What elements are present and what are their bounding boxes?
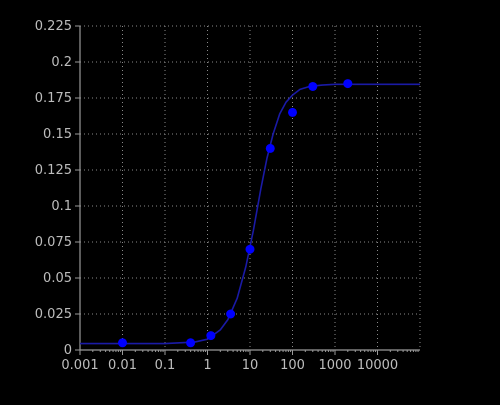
data-point — [186, 338, 196, 348]
fitted-curve — [80, 83, 420, 345]
data-point — [288, 107, 297, 117]
grid-lines — [80, 25, 421, 350]
tick-labels: 0 0.025 0.05 0.075 0.1 0.125 0.15 0.175 0.2 0.225… — [35, 19, 398, 373]
y-tick-label: 0.025 — [35, 307, 72, 322]
data-point — [245, 244, 255, 254]
y-tick-label: 0.1 — [51, 199, 72, 214]
x-tick-label: 0.01 — [108, 358, 137, 373]
data-point — [343, 79, 353, 89]
data-point — [308, 81, 318, 91]
axes — [75, 25, 420, 355]
x-tick-label: 10 — [242, 358, 259, 373]
curve-line — [80, 83, 420, 345]
data-point — [206, 331, 216, 341]
y-tick-label: 0.05 — [43, 271, 72, 286]
y-tick-label: 0.225 — [35, 19, 72, 34]
data-points — [118, 79, 353, 348]
data-point — [118, 338, 127, 348]
y-tick-label: 0 — [64, 343, 72, 358]
y-tick-label: 0.15 — [43, 127, 72, 142]
y-tick-label: 0.075 — [35, 235, 72, 250]
x-tick-label: 1 — [203, 358, 211, 373]
x-tick-label: 0.1 — [155, 358, 176, 373]
y-tick-label: 0.175 — [35, 91, 72, 106]
x-tick-label: 10000 — [357, 358, 398, 373]
data-point — [265, 143, 275, 153]
x-tick-label: 1000 — [318, 358, 351, 373]
x-tick-label: 0.001 — [61, 358, 98, 373]
x-tick-label: 100 — [280, 358, 305, 373]
y-tick-label: 0.125 — [35, 163, 72, 178]
data-point — [226, 309, 236, 319]
y-tick-label: 0.2 — [51, 55, 72, 70]
